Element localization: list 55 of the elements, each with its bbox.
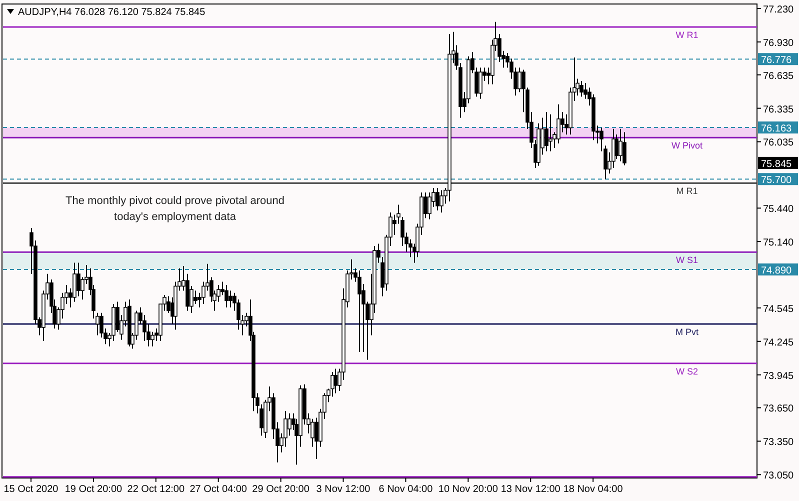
candlestick: [228, 290, 232, 308]
candlestick: [334, 368, 338, 394]
ref-line-label: M Pvt: [675, 326, 699, 337]
candlestick: [518, 67, 522, 93]
candlestick: [548, 114, 552, 152]
x-tick-label: 19 Oct 20:00: [64, 484, 123, 495]
y-tick-label: 74.545: [763, 304, 794, 315]
x-tick-label: 29 Oct 20:00: [252, 484, 310, 495]
x-tick-label: 22 Oct 12:00: [127, 484, 185, 495]
y-tick-label: 73.350: [763, 437, 794, 448]
y-tick-label: 75.140: [763, 238, 794, 249]
y-tick-label: 75.440: [763, 204, 794, 216]
y-tick-label: 76.930: [763, 38, 794, 49]
candlestick: [358, 270, 362, 352]
x-tick-label: 27 Oct 04:00: [190, 484, 248, 495]
candlestick: [556, 104, 560, 144]
candlestick: [478, 67, 482, 100]
candlestick: [544, 112, 548, 152]
ref-line-label: 76.776: [761, 55, 792, 66]
candlestick: [436, 188, 440, 211]
ref-line-label: 74.890: [761, 265, 792, 276]
y-tick-label: 76.335: [763, 104, 794, 116]
ref-line-label: 76.163: [761, 123, 792, 134]
ref-line-label: M R1: [676, 186, 698, 196]
candlestick: [224, 284, 228, 308]
annotation: 75.845: [761, 158, 792, 170]
candlestick: [428, 192, 432, 220]
y-tick-label: 74.245: [763, 337, 794, 348]
y-tick-label: 76.035: [763, 138, 794, 149]
ref-line-label: 75.700: [761, 175, 792, 186]
y-tick-label: 73.650: [763, 404, 794, 415]
x-tick-label: 10 Nov 20:00: [438, 484, 498, 495]
x-tick-label: 15 Oct 2020: [4, 484, 59, 495]
x-tick-label: 13 Nov 12:00: [500, 484, 561, 495]
ref-line-label: W Pivot: [671, 140, 703, 151]
x-tick-label: 18 Nov 04:00: [563, 484, 624, 495]
candlestick: [580, 80, 584, 98]
y-tick-label: 73.050: [763, 470, 794, 482]
candlestick: [440, 190, 444, 214]
ref-line-label: W S2: [676, 366, 698, 376]
candlestick: [618, 128, 622, 162]
candlestick: [622, 132, 626, 166]
x-tick-label: 3 Nov 12:00: [316, 484, 371, 495]
y-tick-label: 73.945: [763, 370, 794, 382]
y-tick-label: 77.230: [763, 4, 794, 16]
chart-title: AUDJPY,H4 76.028 76.120 75.824 75.845: [18, 7, 206, 18]
candlestick: [194, 290, 198, 305]
candlestick: [76, 262, 80, 297]
candlestick: [288, 412, 292, 436]
ref-line-label: W R1: [676, 30, 698, 40]
annotation: The monthly pivot could prove pivotal around today's employment data: [66, 195, 284, 223]
candlestick: [150, 331, 154, 347]
x-tick-label: 6 Nov 04:00: [378, 484, 434, 495]
y-tick-label: 76.635: [763, 70, 794, 82]
ref-line-label: W S1: [676, 255, 698, 266]
